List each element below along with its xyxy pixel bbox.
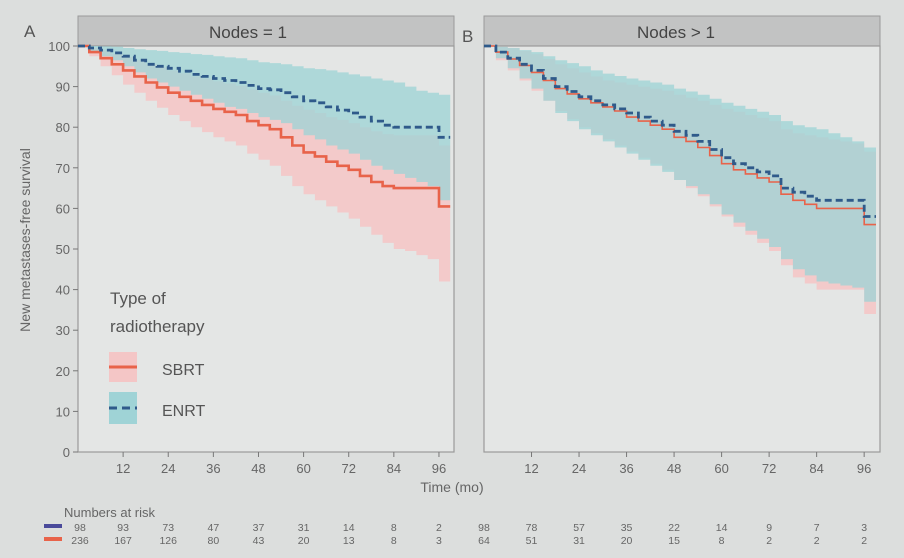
legend-title-line1: Type of	[110, 289, 166, 308]
x-tick-label: 96	[432, 461, 446, 476]
risk-count-sbrt: 2	[861, 535, 867, 547]
panel-a-strip	[77, 15, 455, 47]
risk-count-enrt: 73	[162, 522, 174, 534]
ci-band-enrt-a	[78, 46, 451, 203]
y-tick-label: 40	[56, 283, 70, 298]
risk-count-sbrt: 80	[208, 535, 220, 547]
panel-b-label: B	[462, 27, 473, 46]
risk-count-sbrt: 3	[436, 535, 442, 547]
x-tick-label: 36	[206, 461, 220, 476]
risk-count-enrt: 14	[716, 522, 728, 534]
y-tick-label: 100	[48, 39, 70, 54]
risk-count-sbrt: 31	[573, 535, 585, 547]
risk-count-sbrt: 2	[814, 535, 820, 547]
risk-count-sbrt: 2	[766, 535, 772, 547]
x-tick-label: 24	[161, 461, 175, 476]
x-tick-label: 72	[341, 461, 355, 476]
legend-enrt-label: ENRT	[162, 403, 205, 420]
risk-count-sbrt: 64	[478, 535, 490, 547]
x-tick-label: 84	[809, 461, 823, 476]
risk-count-enrt: 22	[668, 522, 680, 534]
survival-line-sbrt-b	[484, 45, 876, 226]
survival-line-enrt-b	[484, 44, 876, 218]
x-tick-label: 36	[619, 461, 633, 476]
risk-count-sbrt: 8	[719, 535, 725, 547]
risk-count-sbrt: 236	[71, 535, 89, 547]
y-tick-label: 70	[56, 161, 70, 176]
risk-count-enrt: 47	[208, 522, 220, 534]
risk-count-enrt: 98	[74, 522, 86, 534]
risk-count-enrt: 9	[766, 522, 772, 534]
risk-count-enrt: 98	[478, 522, 490, 534]
risk-count-enrt: 37	[253, 522, 265, 534]
y-tick-label: 60	[56, 201, 70, 216]
x-tick-label: 96	[857, 461, 871, 476]
risk-count-sbrt: 13	[343, 535, 355, 547]
x-tick-label: 60	[296, 461, 310, 476]
risk-count-sbrt: 167	[114, 535, 132, 547]
risk-count-enrt: 57	[573, 522, 585, 534]
risk-count-enrt: 8	[391, 522, 397, 534]
panel-a-label: A	[24, 22, 36, 41]
risk-enrt-swatch	[44, 524, 62, 528]
x-tick-label: 60	[714, 461, 728, 476]
y-tick-label: 20	[56, 364, 70, 379]
ci-band-enrt-b	[484, 46, 876, 306]
y-tick-label: 90	[56, 80, 70, 95]
risk-count-enrt: 78	[526, 522, 538, 534]
y-tick-label: 80	[56, 120, 70, 135]
y-tick-label: 30	[56, 323, 70, 338]
panel-b: Nodes > 1 B 12 24 36 48 60 72 84 96	[462, 15, 881, 476]
x-tick-label: 84	[387, 461, 401, 476]
risk-count-enrt: 14	[343, 522, 355, 534]
ci-band-sbrt-a	[78, 46, 451, 284]
x-tick-label: 48	[667, 461, 681, 476]
x-tick-label: 48	[251, 461, 265, 476]
legend: Type of radiotherapy SBRT ENRT	[109, 289, 205, 424]
legend-title-line2: radiotherapy	[110, 317, 205, 336]
risk-title: Numbers at risk	[64, 505, 156, 520]
risk-count-sbrt: 15	[668, 535, 680, 547]
panel-a-title: Nodes = 1	[209, 23, 287, 42]
risk-count-sbrt: 126	[159, 535, 177, 547]
x-tick-label: 24	[572, 461, 586, 476]
survival-line-enrt-a	[78, 44, 451, 139]
risk-sbrt-swatch	[44, 537, 62, 541]
legend-sbrt-label: SBRT	[162, 362, 205, 379]
x-tick-label: 12	[524, 461, 538, 476]
survival-line-sbrt-a	[78, 44, 451, 208]
risk-count-sbrt: 43	[253, 535, 265, 547]
panel-a: Nodes = 1 A 0 10 20 30 40 50 60 70 80 90 100 12 24 3…	[24, 15, 455, 476]
panel-b-strip	[483, 15, 881, 47]
risk-count-enrt: 7	[814, 522, 820, 534]
risk-count-enrt: 2	[436, 522, 442, 534]
y-tick-label: 0	[63, 445, 70, 460]
x-axis-label: Time (mo)	[420, 479, 483, 495]
y-tick-label: 50	[56, 242, 70, 257]
risk-count-enrt: 93	[117, 522, 129, 534]
y-axis-label: New metastases-free survival	[17, 148, 33, 332]
x-tick-label: 12	[116, 461, 130, 476]
risk-count-sbrt: 51	[526, 535, 538, 547]
x-tick-label: 72	[762, 461, 776, 476]
risk-count-sbrt: 20	[298, 535, 310, 547]
risk-count-sbrt: 8	[391, 535, 397, 547]
risk-count-enrt: 35	[621, 522, 633, 534]
y-tick-label: 10	[56, 404, 70, 419]
risk-count-enrt: 31	[298, 522, 310, 534]
risk-count-enrt: 3	[861, 522, 867, 534]
risk-count-sbrt: 20	[621, 535, 633, 547]
panel-b-title: Nodes > 1	[637, 23, 715, 42]
